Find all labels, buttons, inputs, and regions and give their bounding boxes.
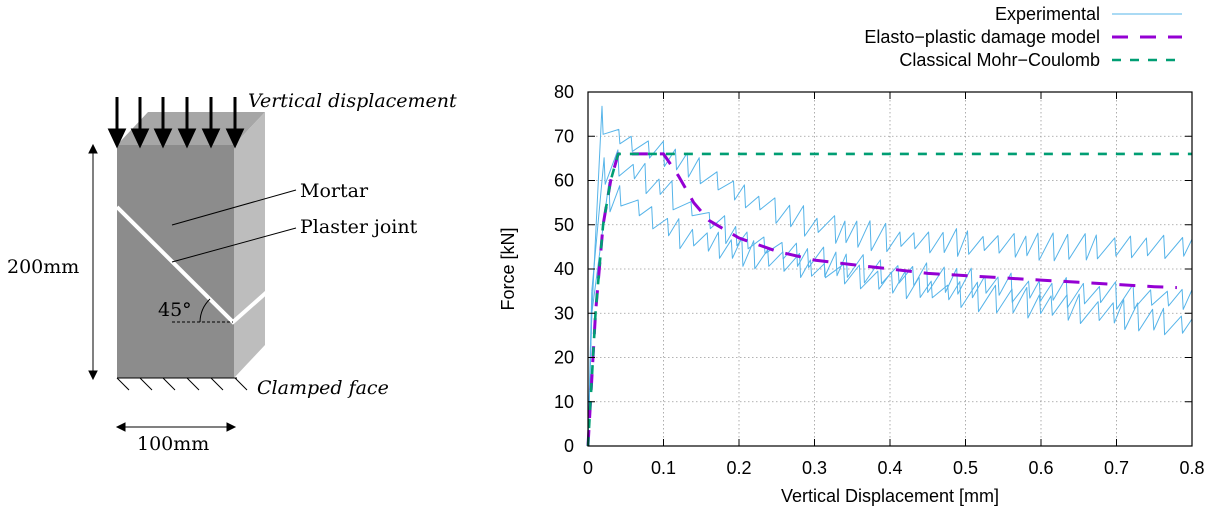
force-displacement-chart: 0 0.1 0.2 0.3 0.4 0.5 0.6 0.7 0.8 0 10 20 30 40 50 60 70… bbox=[498, 4, 1205, 506]
width-label: 100mm bbox=[137, 433, 209, 455]
ticks: 0 0.1 0.2 0.3 0.4 0.5 0.6 0.7 0.8 0 10 20 30 40 50 60 70… bbox=[554, 82, 1205, 478]
experimental-curve-1 bbox=[591, 105, 1193, 314]
legend-label: Experimental bbox=[995, 4, 1100, 24]
grid bbox=[588, 92, 1192, 446]
x-tick-label: 0.3 bbox=[802, 458, 827, 478]
clamped-label: Clamped face bbox=[257, 377, 389, 399]
y-axis-label: Force [kN] bbox=[498, 227, 518, 310]
y-tick-label: 80 bbox=[554, 82, 574, 102]
legend: Experimental Elasto−plastic damage model C… bbox=[864, 4, 1182, 70]
y-tick-label: 30 bbox=[554, 303, 574, 323]
x-tick-label: 0.8 bbox=[1179, 458, 1204, 478]
specimen-side-face bbox=[234, 112, 265, 378]
legend-label: Classical Mohr−Coulomb bbox=[899, 50, 1100, 70]
y-tick-label: 40 bbox=[554, 259, 574, 279]
x-tick-label: 0.7 bbox=[1104, 458, 1129, 478]
height-label: 200mm bbox=[7, 256, 79, 278]
x-axis-label: Vertical Displacement [mm] bbox=[781, 486, 999, 506]
load-label: Vertical displacement bbox=[248, 90, 457, 112]
mortar-label: Mortar bbox=[300, 180, 369, 202]
specimen-diagram: Vertical displacement Mortar Plaster joi… bbox=[7, 90, 457, 455]
width-dimension bbox=[115, 422, 237, 432]
x-tick-label: 0.5 bbox=[953, 458, 978, 478]
x-tick-label: 0.1 bbox=[651, 458, 676, 478]
angle-arc bbox=[199, 298, 211, 323]
height-dimension bbox=[88, 143, 98, 381]
damage-model-curve bbox=[586, 152, 1177, 447]
x-tick-label: 0.2 bbox=[726, 458, 751, 478]
experimental-curve-0 bbox=[591, 181, 1193, 336]
mohr-coulomb-curve bbox=[586, 152, 1192, 447]
y-tick-label: 50 bbox=[554, 215, 574, 235]
clamp-hatches bbox=[116, 377, 248, 391]
joint-leader bbox=[171, 227, 297, 263]
series-layer bbox=[586, 105, 1193, 447]
mortar-leader bbox=[171, 189, 297, 226]
angle-label: 45° bbox=[158, 299, 192, 321]
x-tick-label: 0.6 bbox=[1028, 458, 1053, 478]
y-tick-label: 10 bbox=[554, 392, 574, 412]
y-tick-label: 70 bbox=[554, 126, 574, 146]
experimental-curve-2 bbox=[591, 149, 1193, 310]
load-arrows bbox=[107, 97, 245, 149]
x-tick-label: 0 bbox=[583, 458, 593, 478]
x-tick-label: 0.4 bbox=[877, 458, 902, 478]
y-tick-label: 0 bbox=[564, 436, 574, 456]
y-tick-label: 20 bbox=[554, 348, 574, 368]
legend-label: Elasto−plastic damage model bbox=[864, 27, 1100, 47]
y-tick-label: 60 bbox=[554, 171, 574, 191]
joint-label: Plaster joint bbox=[300, 216, 418, 238]
